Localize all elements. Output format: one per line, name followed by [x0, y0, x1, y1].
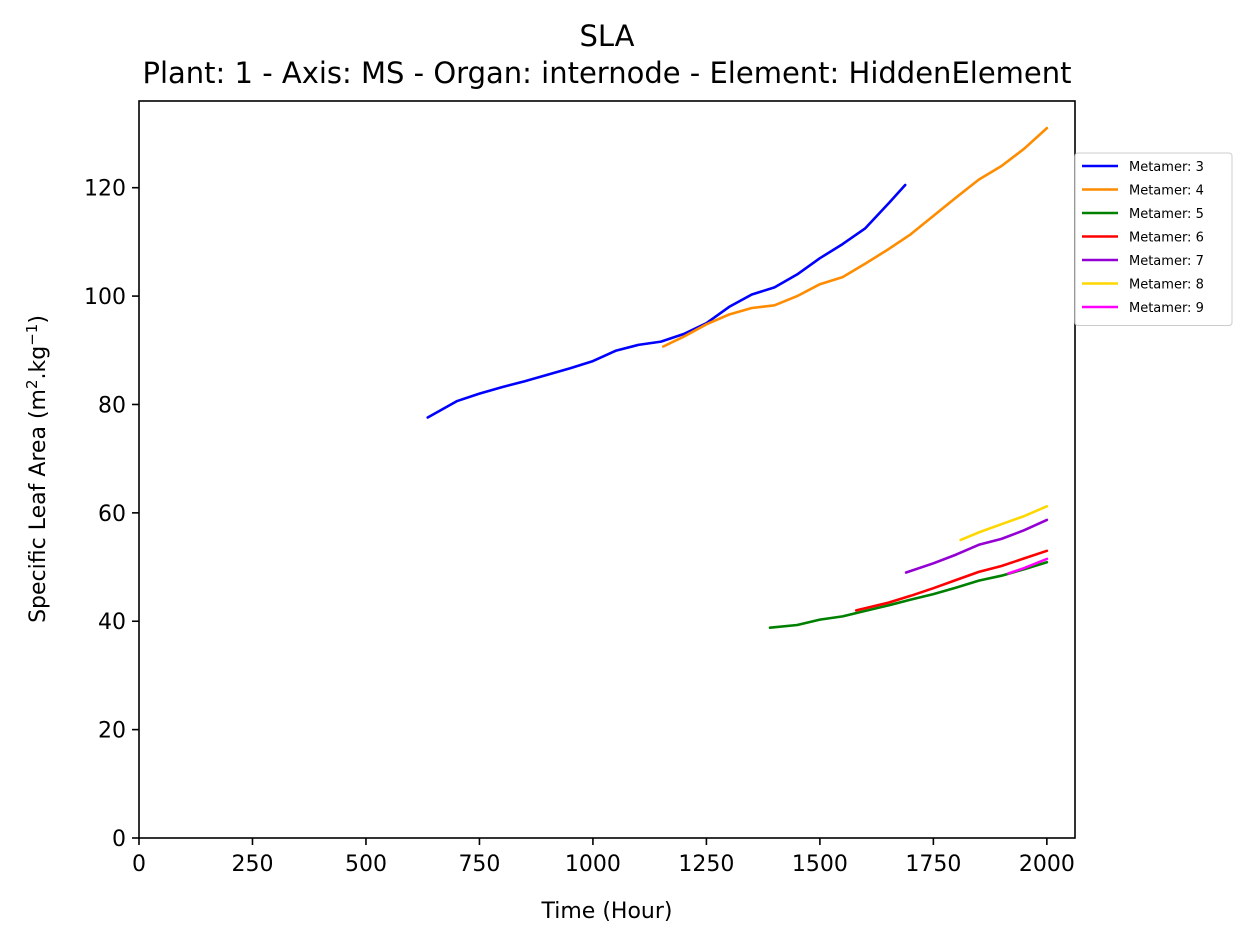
- y-axis-label-mid: .kg: [26, 346, 51, 380]
- legend-label: Metamer: 6: [1129, 231, 1204, 246]
- y-axis: 0 20 40 60 80 100 120: [84, 177, 139, 852]
- x-tick-label: 750: [458, 852, 500, 877]
- x-axis: 0 250 500 750 1000 1250 1500 1750 2000: [132, 838, 1075, 877]
- legend-label: Metamer: 7: [1129, 254, 1204, 269]
- y-axis-label-end: ): [26, 315, 51, 324]
- y-tick-label: 100: [84, 285, 126, 310]
- plot-frame: [138, 100, 1076, 839]
- series-line-2: [661, 126, 1049, 348]
- x-tick-label: 1000: [565, 852, 621, 877]
- legend-label: Metamer: 4: [1129, 184, 1204, 199]
- series-line-7: [1006, 557, 1049, 575]
- x-tick-label: 2000: [1019, 852, 1075, 877]
- x-tick-label: 0: [132, 852, 146, 877]
- series-line-3: [768, 560, 1049, 630]
- legend-label: Metamer: 9: [1129, 301, 1204, 316]
- y-tick-label: 60: [98, 502, 126, 527]
- series-line-1: [426, 183, 907, 419]
- chart-subtitle: Plant: 1 - Axis: MS - Organ: internode -…: [142, 56, 1071, 90]
- series-line-6: [959, 504, 1049, 542]
- plot-lines: [426, 126, 1049, 630]
- x-tick-label: 1750: [905, 852, 961, 877]
- legend-label: Metamer: 5: [1129, 207, 1204, 222]
- y-tick-label: 0: [112, 827, 126, 852]
- y-axis-label-sup-2: −1: [23, 324, 41, 346]
- series-line-4: [854, 549, 1049, 612]
- chart-title: SLA: [579, 19, 634, 53]
- x-tick-label: 500: [345, 852, 387, 877]
- x-axis-label: Time (Hour): [541, 899, 673, 924]
- series-line-5: [904, 518, 1049, 574]
- y-axis-label-sup-1: 2: [23, 379, 41, 389]
- x-tick-label: 1500: [792, 852, 848, 877]
- legend-label: Metamer: 3: [1129, 160, 1204, 175]
- y-axis-label-main: Specific Leaf Area (m: [26, 389, 51, 623]
- y-tick-label: 40: [98, 610, 126, 635]
- legend-label: Metamer: 8: [1129, 278, 1204, 293]
- y-axis-label: Specific Leaf Area (m2.kg−1): [23, 315, 51, 623]
- y-tick-label: 80: [98, 393, 126, 418]
- x-tick-label: 250: [231, 852, 273, 877]
- legend: Metamer: 3 Metamer: 4 Metamer: 5 Metamer: 6…: [1074, 152, 1233, 326]
- x-tick-label: 1250: [678, 852, 734, 877]
- y-tick-label: 20: [98, 719, 126, 744]
- y-tick-label: 120: [84, 177, 126, 202]
